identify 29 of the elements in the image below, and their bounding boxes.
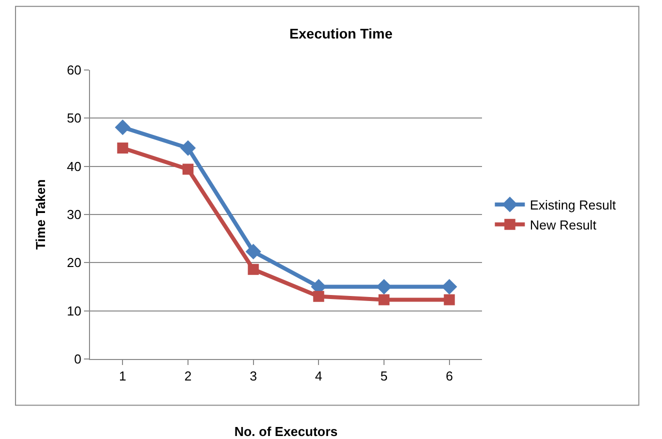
point <box>248 264 259 275</box>
y-tick-label: 50 <box>66 110 82 126</box>
y-tick-label: 20 <box>66 255 82 270</box>
x-tick-label: 6 <box>446 368 453 384</box>
x-axis-title: No. of Executors <box>234 424 338 439</box>
y-tick-label: 0 <box>74 352 82 367</box>
point <box>182 164 194 175</box>
point <box>313 290 324 302</box>
x-tick-label: 3 <box>250 368 257 384</box>
x-tick-label: 5 <box>380 368 388 384</box>
point <box>444 294 455 306</box>
point <box>376 278 392 295</box>
y-tick-label: 40 <box>66 158 82 174</box>
legend-label: New Result <box>530 217 597 232</box>
y-axis-title: Time Taken <box>32 179 48 250</box>
x-tick-label: 1 <box>119 368 126 384</box>
point <box>114 120 130 136</box>
y-tick-label: 60 <box>66 62 82 78</box>
point <box>117 142 128 154</box>
point <box>442 278 458 295</box>
chart-title: Execution Time <box>289 25 393 42</box>
x-tick-label: 4 <box>315 368 322 384</box>
y-tick-label: 10 <box>66 303 82 318</box>
point <box>246 244 262 260</box>
point <box>180 140 196 156</box>
legend-label: Existing Result <box>530 198 616 213</box>
x-tick-label: 2 <box>184 368 192 384</box>
y-tick-label: 30 <box>66 207 82 222</box>
point <box>378 294 390 306</box>
